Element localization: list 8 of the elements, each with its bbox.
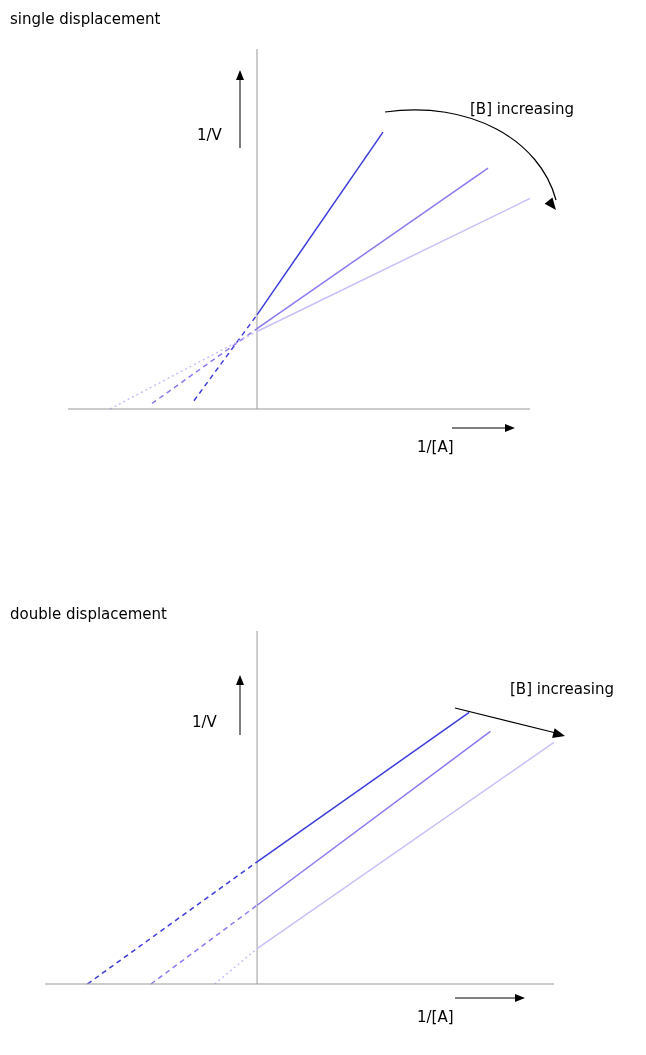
text: [B] increasing — [470, 100, 574, 118]
text: [B] increasing — [510, 680, 614, 698]
chart-title: single displacement — [10, 10, 161, 28]
y-axis-title: 1/V — [197, 126, 222, 144]
y-axis-title: 1/V — [192, 713, 217, 731]
chart-title: double displacement — [10, 605, 167, 623]
x-axis-title: 1/[A] — [417, 438, 454, 456]
x-axis-title: 1/[A] — [417, 1008, 454, 1026]
